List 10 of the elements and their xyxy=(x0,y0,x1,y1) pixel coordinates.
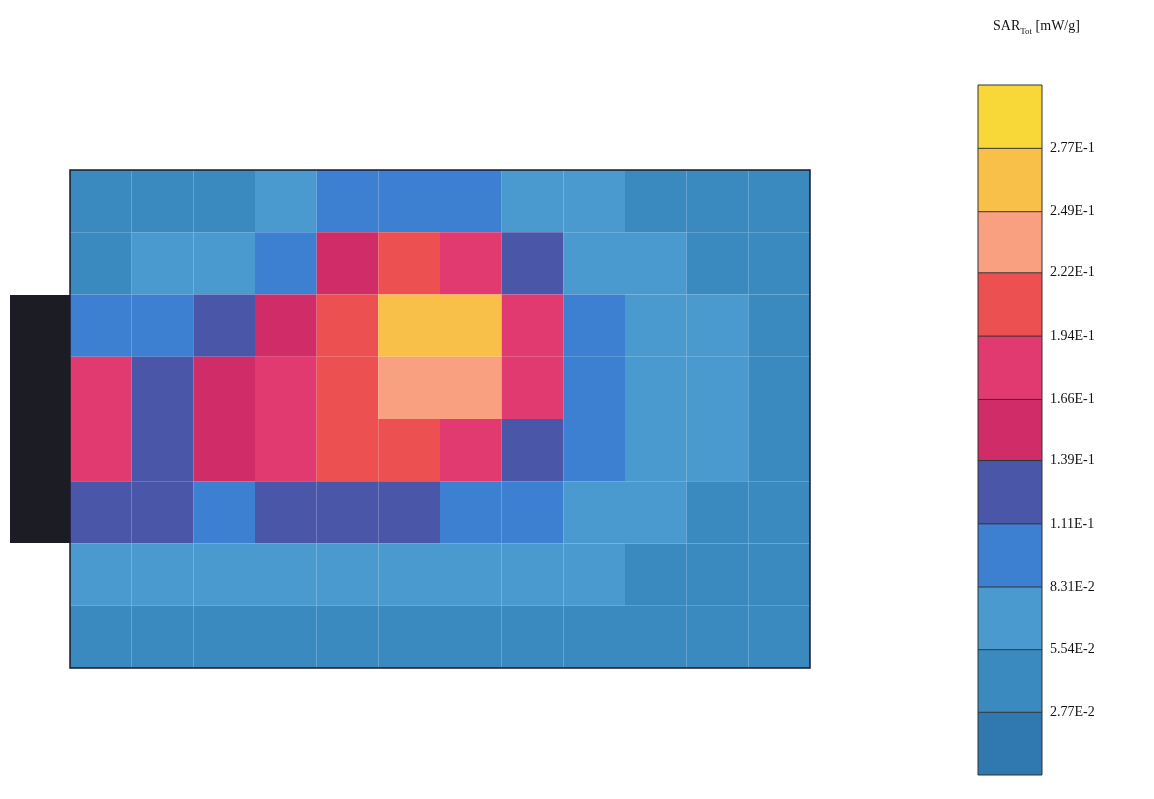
color-bar-label: 1.94E-1 xyxy=(1050,327,1095,343)
color-bar-label: 1.66E-1 xyxy=(1050,391,1095,407)
color-bar-label: 2.22E-1 xyxy=(1050,264,1095,280)
color-bar-label: 1.11E-1 xyxy=(1050,515,1095,531)
color-bar-label: 1.39E-1 xyxy=(1050,452,1095,468)
color-bar-label: 8.31E-2 xyxy=(1050,578,1095,594)
color-bar-label: 2.77E-2 xyxy=(1050,704,1095,720)
color-bar-label: 2.49E-1 xyxy=(1050,203,1095,219)
color-bar-label: 2.77E-1 xyxy=(1050,140,1095,156)
color-bar-label: 5.54E-2 xyxy=(1050,641,1095,657)
